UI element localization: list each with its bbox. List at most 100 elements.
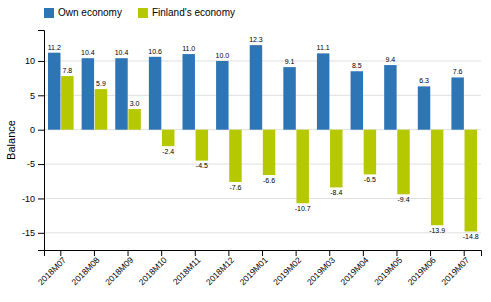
- data-label: 7.8: [62, 67, 72, 74]
- tick: 2018M12: [204, 250, 236, 287]
- bar: [162, 130, 174, 147]
- tick-mark: [38, 233, 44, 234]
- tick-label: 2019M02: [271, 255, 303, 287]
- bar-series: [48, 45, 464, 130]
- bar: [465, 130, 477, 232]
- tick-label: -15: [22, 228, 35, 238]
- bar: [250, 45, 262, 130]
- grid-line: [44, 198, 481, 199]
- tick-label: 2018M11: [171, 255, 203, 287]
- tick-mark: [38, 61, 44, 62]
- tick: 2019M06: [406, 250, 438, 287]
- tick: -10: [22, 194, 44, 204]
- tick: 2019M03: [305, 250, 337, 287]
- bar: [196, 130, 208, 161]
- data-label: -8.4: [330, 189, 342, 196]
- tick: 2018M10: [137, 250, 169, 287]
- tick: 2018M07: [36, 250, 68, 287]
- bar: [95, 89, 107, 130]
- grid: [44, 61, 481, 233]
- data-label: 11.1: [317, 44, 330, 51]
- tick: 2019M07: [439, 250, 471, 287]
- legend-swatch: [138, 8, 148, 18]
- tick-label: 2018M10: [137, 255, 169, 287]
- data-labels: 11.210.410.410.611.010.012.39.111.18.59.…: [48, 36, 479, 240]
- bar: [384, 65, 396, 130]
- bar: [351, 71, 363, 129]
- bar: [364, 130, 376, 175]
- tick-label: 2018M09: [103, 255, 135, 287]
- tick: 2019M01: [238, 250, 270, 287]
- axis-line: [38, 31, 45, 251]
- legend-swatch: [44, 8, 54, 18]
- data-label: 12.3: [249, 36, 263, 43]
- tick-mark: [38, 130, 44, 131]
- tick: 2019M02: [271, 250, 303, 287]
- data-label: 10.4: [81, 49, 95, 56]
- tick-mark: [38, 95, 44, 96]
- bars: [48, 45, 477, 231]
- grid-line: [44, 95, 481, 96]
- data-label: 9.1: [285, 58, 295, 65]
- legend: Own economy Finland's economy: [44, 7, 235, 18]
- data-label: -2.4: [162, 148, 174, 155]
- bar: [263, 130, 275, 175]
- bar: [451, 77, 463, 129]
- tick-label: 2019M05: [372, 255, 404, 287]
- bar: [229, 130, 241, 182]
- tick: 2019M05: [372, 250, 404, 287]
- data-label: 8.5: [352, 62, 362, 69]
- tick-mark: [38, 164, 44, 165]
- tick-label: 2018M08: [69, 255, 101, 287]
- chart: -15-10-505102018M072018M082018M092018M10…: [0, 0, 491, 302]
- bar: [330, 130, 342, 188]
- bar: [418, 86, 430, 129]
- data-label: -10.7: [295, 205, 311, 212]
- tick-mark: [38, 198, 44, 199]
- x-axis: 2018M072018M082018M092018M102018M112018M…: [36, 250, 482, 287]
- data-label: 7.6: [453, 68, 463, 75]
- data-label: 11.0: [182, 45, 195, 52]
- tick: -15: [22, 228, 44, 238]
- tick-label: 10: [25, 56, 35, 66]
- axis-title: Balance: [5, 120, 17, 160]
- data-label: 6.3: [419, 77, 429, 84]
- tick: 2018M11: [171, 250, 203, 287]
- data-label: -4.5: [196, 162, 208, 169]
- tick-label: -10: [22, 194, 35, 204]
- bar: [317, 53, 329, 129]
- tick-label: 2019M07: [439, 255, 471, 287]
- tick: 2019M04: [338, 250, 370, 287]
- axis-line: [45, 251, 482, 257]
- bar: [128, 109, 140, 130]
- bar-series: [61, 76, 477, 231]
- bar: [48, 53, 60, 130]
- bar: [149, 57, 161, 130]
- data-label: 10.4: [115, 49, 129, 56]
- grid-line: [44, 129, 481, 130]
- tick: 0: [30, 125, 44, 135]
- legend-item: Own economy: [44, 7, 122, 18]
- tick: 10: [25, 56, 44, 66]
- bar: [283, 67, 295, 130]
- grid-line: [44, 164, 481, 165]
- tick-label: 2018M12: [204, 255, 236, 287]
- bar: [397, 130, 409, 195]
- legend-item: Finland's economy: [138, 7, 235, 18]
- data-label: 10.6: [148, 48, 162, 55]
- data-label: -9.4: [397, 196, 409, 203]
- tick-label: 2019M01: [238, 255, 270, 287]
- tick: -5: [27, 159, 44, 169]
- data-label: 3.0: [130, 100, 140, 107]
- legend-label: Finland's economy: [152, 7, 235, 18]
- data-label: 11.2: [48, 44, 61, 51]
- legend-label: Own economy: [58, 7, 122, 18]
- tick-label: 2019M04: [338, 255, 370, 287]
- tick-label: 2018M07: [36, 255, 68, 287]
- bar: [182, 54, 194, 130]
- tick-label: 2019M06: [406, 255, 438, 287]
- data-label: 5.9: [96, 80, 106, 87]
- data-label: -7.6: [229, 184, 241, 191]
- bar: [61, 76, 73, 130]
- data-label: -6.6: [263, 177, 275, 184]
